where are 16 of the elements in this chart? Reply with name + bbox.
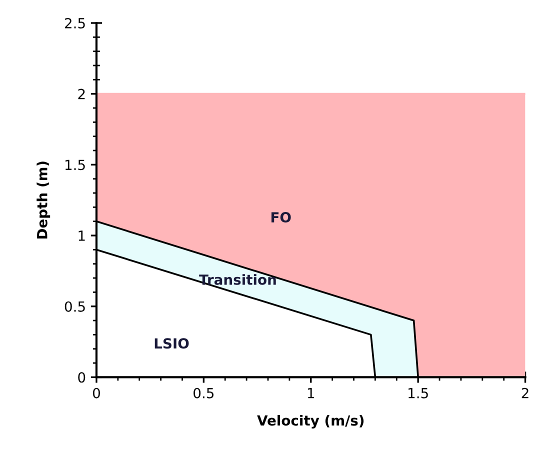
x-tick-label: 0.5 [194, 388, 214, 398]
x-tick-label: 0 [92, 388, 100, 398]
annotation: Transition [199, 274, 276, 285]
y-tick-label: 2.5 [64, 18, 85, 28]
y-tick-label: 2 [78, 88, 85, 100]
x-axis-title: Velocity (m/s) [257, 414, 364, 428]
x-tick-label: 2 [522, 388, 528, 398]
y-tick-label: 1.5 [66, 160, 85, 170]
annotation: LSIO [154, 338, 189, 349]
x-tick-label: 1 [308, 388, 314, 398]
y-tick-label: 0 [78, 372, 86, 383]
y-tick-label: 0.5 [64, 301, 85, 312]
annotation: FO [271, 212, 291, 223]
x-tick-label: 1.5 [408, 388, 428, 398]
y-axis-title: Depth (m) [36, 162, 50, 239]
y-tick-label: 1 [78, 230, 85, 241]
